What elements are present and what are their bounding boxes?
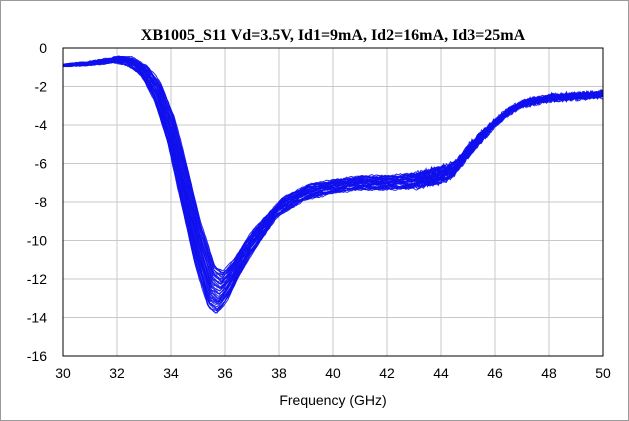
x-tick-label: 38 [271,365,287,381]
y-tick-label: -8 [35,194,48,210]
x-tick-label: 34 [163,365,179,381]
chart-title: XB1005_S11 Vd=3.5V, Id1=9mA, Id2=16mA, I… [141,27,526,44]
y-tick-label: -6 [35,156,48,172]
y-tick-label: -16 [27,348,47,364]
x-tick-label: 42 [379,365,395,381]
x-tick-label: 48 [541,365,557,381]
y-tick-label: -2 [35,79,48,95]
y-tick-label: -4 [35,117,48,133]
x-tick-label: 32 [109,365,125,381]
x-tick-label: 36 [217,365,233,381]
x-tick-labels: 30 32 34 36 38 40 42 44 46 48 50 [55,365,611,381]
plot-border [62,47,604,357]
x-tick-label: 50 [595,365,611,381]
series-line [62,55,604,272]
x-axis-label: Frequency (GHz) [279,392,386,408]
x-tick-label: 44 [433,365,449,381]
y-tick-labels: 0 -2 -4 -6 -8 -10 -12 -14 -16 [27,40,47,364]
data-traces [62,55,604,314]
x-tick-label: 40 [325,365,341,381]
y-tick-label: -10 [27,233,47,249]
y-tick-label: -14 [27,310,47,326]
y-tick-label: 0 [39,40,47,56]
x-tick-label: 46 [487,365,503,381]
x-tick-label: 30 [55,365,71,381]
y-tick-label: -12 [27,271,47,287]
